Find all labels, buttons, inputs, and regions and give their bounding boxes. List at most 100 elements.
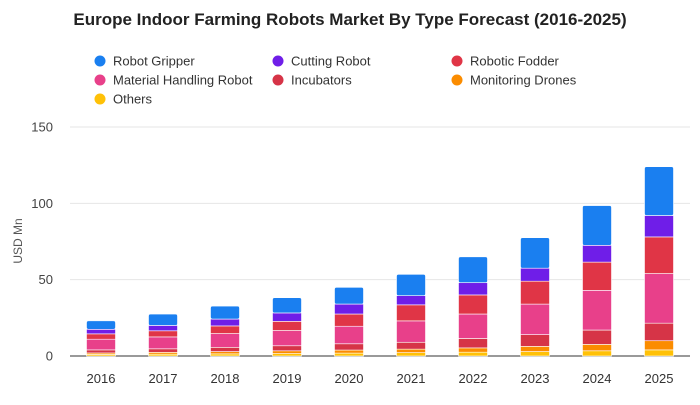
legend-swatch — [94, 55, 106, 67]
y-axis: 0 50 100 150 — [31, 120, 53, 364]
legend-swatch — [451, 55, 463, 67]
bar-segment — [86, 349, 116, 354]
bar-segment — [458, 294, 488, 315]
legend-swatch — [451, 74, 463, 86]
bar-segment — [458, 347, 488, 353]
bar-segment — [644, 215, 674, 238]
bar-segment — [396, 341, 426, 350]
x-tick-label: 2023 — [521, 371, 550, 386]
x-tick-label: 2016 — [87, 371, 116, 386]
legend-label: Robotic Fodder — [470, 54, 560, 69]
bar-segment — [148, 325, 178, 332]
bar-segment — [396, 274, 426, 296]
bar-segment — [272, 330, 302, 347]
bar-segment — [210, 346, 240, 352]
bar-segment — [272, 312, 302, 322]
bar-segment — [582, 329, 612, 345]
bar-segment — [582, 261, 612, 291]
bar-segment — [334, 303, 364, 315]
bar-segment — [148, 348, 178, 353]
bar-segment — [272, 321, 302, 331]
legend-item: Incubators — [272, 73, 352, 88]
bar-segment — [334, 286, 364, 305]
x-tick-label: 2025 — [645, 371, 674, 386]
y-axis-label: USD Mn — [11, 218, 25, 263]
legend-label: Material Handling Robot — [113, 73, 253, 88]
bar-segment — [520, 237, 550, 269]
x-tick-label: 2018 — [211, 371, 240, 386]
bar-segment — [86, 320, 116, 330]
legend-swatch — [272, 74, 284, 86]
bar-segment — [520, 303, 550, 335]
legend-label: Others — [113, 92, 153, 107]
bar-segment — [458, 351, 488, 357]
bar-segment — [272, 297, 302, 314]
bar-stack — [396, 274, 426, 357]
bar-stack — [520, 237, 550, 357]
legend: Robot Gripper Cutting Robot Robotic Fodder… — [94, 54, 577, 107]
bar-segment — [334, 325, 364, 345]
bar-stack — [458, 256, 488, 357]
bar-segment — [148, 313, 178, 326]
legend-item: Robot Gripper — [94, 54, 195, 69]
bar-segment — [396, 304, 426, 322]
bar-segment — [644, 349, 674, 357]
bar-segment — [148, 336, 178, 350]
bars — [86, 166, 674, 357]
y-tick-label: 50 — [39, 272, 53, 287]
bar-segment — [644, 340, 674, 351]
bar-segment — [272, 353, 302, 357]
bar-stack — [644, 166, 674, 357]
bar-segment — [210, 333, 240, 348]
legend-item: Material Handling Robot — [94, 73, 253, 88]
bar-segment — [520, 267, 550, 282]
bar-stack — [272, 297, 302, 357]
bar-stack — [582, 205, 612, 357]
bar-segment — [520, 346, 550, 352]
bar-segment — [210, 325, 240, 334]
legend-item: Others — [94, 92, 153, 107]
legend-swatch — [94, 93, 106, 105]
bar-segment — [210, 305, 240, 320]
x-tick-label: 2021 — [397, 371, 426, 386]
y-tick-label: 100 — [31, 196, 53, 211]
bar-segment — [582, 245, 612, 263]
bar-segment — [396, 352, 426, 357]
bar-segment — [644, 236, 674, 274]
bar-segment — [86, 338, 116, 351]
bar-segment — [334, 349, 364, 354]
bar-segment — [582, 205, 612, 246]
legend-item: Robotic Fodder — [451, 54, 560, 69]
y-tick-label: 0 — [46, 349, 53, 364]
legend-label: Robot Gripper — [113, 54, 195, 69]
legend-label: Incubators — [291, 73, 352, 88]
bar-segment — [520, 280, 550, 305]
legend-item: Monitoring Drones — [451, 73, 577, 88]
bar-segment — [644, 166, 674, 216]
x-tick-label: 2017 — [149, 371, 178, 386]
bar-segment — [458, 338, 488, 349]
bar-segment — [396, 295, 426, 306]
legend-swatch — [272, 55, 284, 67]
bar-segment — [458, 282, 488, 296]
bar-segment — [396, 320, 426, 343]
bar-segment — [86, 328, 116, 335]
bar-segment — [148, 330, 178, 338]
bar-segment — [458, 313, 488, 339]
bar-segment — [582, 350, 612, 357]
bar-stack — [334, 286, 364, 357]
bar-segment — [644, 322, 674, 342]
bar-segment — [582, 290, 612, 331]
bar-segment — [458, 256, 488, 284]
x-tick-label: 2022 — [459, 371, 488, 386]
legend-label: Monitoring Drones — [470, 73, 577, 88]
bar-stack — [86, 320, 116, 357]
bar-segment — [334, 352, 364, 357]
bar-segment — [86, 333, 116, 340]
legend-label: Cutting Robot — [291, 54, 371, 69]
y-tick-label: 150 — [31, 120, 53, 135]
bar-segment — [520, 351, 550, 357]
bar-segment — [334, 313, 364, 327]
